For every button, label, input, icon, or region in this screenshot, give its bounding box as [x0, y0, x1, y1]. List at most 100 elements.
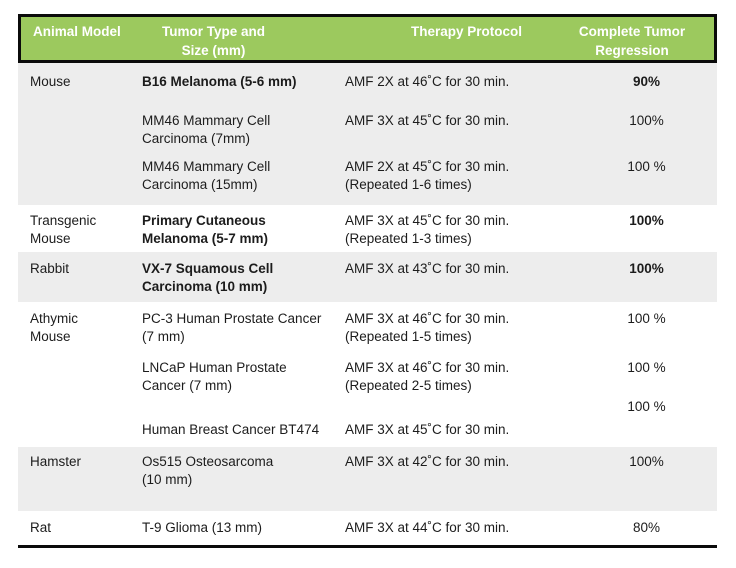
- animal-group-athymic-mouse: Athymic Mouse PC-3 Human Prostate Cancer (…: [18, 302, 717, 447]
- tumor-line: VX-7 Squamous Cell: [142, 261, 274, 276]
- regression-value: 100%: [629, 113, 664, 128]
- therapy-line: AMF 2X at 46˚C for 30 min.: [345, 74, 510, 89]
- regression-cell: 100 %: [576, 399, 717, 439]
- animal-label-line: Mouse: [30, 329, 71, 344]
- regression-value: 100 %: [627, 159, 666, 174]
- therapy-line: (Repeated 1-3 times): [345, 231, 472, 246]
- header-line: Complete Tumor: [578, 24, 686, 39]
- tumor-line: Os515 Osteosarcoma: [142, 454, 274, 469]
- therapy-line: AMF 3X at 46˚C for 30 min.: [345, 311, 510, 326]
- header-line: Size (mm): [181, 43, 246, 58]
- regression-value: 100 %: [627, 311, 666, 326]
- therapy-cell: AMF 3X at 46˚C for 30 min. (Repeated 1-5 …: [343, 310, 576, 346]
- animal-group-rabbit: Rabbit VX-7 Squamous Cell Carcinoma (10 m…: [18, 252, 717, 302]
- animal-group-hamster: Hamster Os515 Osteosarcoma (10 mm) AMF 3X…: [18, 447, 717, 511]
- therapy-cell: AMF 3X at 46˚C for 30 min. (Repeated 2-5 …: [343, 359, 576, 395]
- table-row: Hamster Os515 Osteosarcoma (10 mm) AMF 3X…: [18, 447, 717, 511]
- tumor-line: (7 mm): [142, 329, 185, 344]
- table-row: MM46 Mammary Cell Carcinoma (7mm) AMF 3X …: [18, 91, 717, 148]
- therapy-line: AMF 3X at 45˚C for 30 min.: [345, 213, 510, 228]
- tumor-cell: Os515 Osteosarcoma (10 mm): [140, 453, 343, 489]
- regression-cell: 100%: [576, 212, 717, 230]
- table-row: MM46 Mammary Cell Carcinoma (15mm) AMF 2X…: [18, 148, 717, 205]
- header-line: Regression: [595, 43, 669, 58]
- animal-group-transgenic-mouse: Transgenic Mouse Primary Cutaneous Melanom…: [18, 205, 717, 252]
- tumor-cell: PC-3 Human Prostate Cancer (7 mm): [140, 310, 343, 346]
- animal-group-rat: Rat T-9 Glioma (13 mm) AMF 3X at 44˚C fo…: [18, 511, 717, 545]
- tumor-line: MM46 Mammary Cell: [142, 113, 271, 128]
- regression-value: 90%: [632, 74, 661, 89]
- regression-value: 100%: [629, 454, 664, 469]
- tumor-line: Carcinoma (7mm): [142, 131, 251, 146]
- regression-cell: 100 %: [576, 158, 717, 176]
- animal-cell: Athymic Mouse: [18, 310, 140, 346]
- therapy-line: AMF 3X at 43˚C for 30 min.: [345, 261, 510, 276]
- tumor-regression-table: Animal Model Tumor Type and Size (mm) Thera…: [18, 14, 717, 548]
- tumor-line: Human Breast Cancer BT474: [142, 422, 320, 437]
- tumor-cell: B16 Melanoma (5-6 mm): [140, 73, 343, 91]
- tumor-line: MM46 Mammary Cell: [142, 159, 271, 174]
- table-row: Athymic Mouse PC-3 Human Prostate Cancer (…: [18, 302, 717, 346]
- table-row: Rat T-9 Glioma (13 mm) AMF 3X at 44˚C fo…: [18, 511, 717, 545]
- tumor-cell: LNCaP Human Prostate Cancer (7 mm): [140, 359, 343, 395]
- table-row: Transgenic Mouse Primary Cutaneous Melanom…: [18, 205, 717, 252]
- animal-label-line: Mouse: [30, 74, 71, 89]
- header-line: Therapy Protocol: [410, 24, 523, 39]
- regression-cell: 100 %: [576, 310, 717, 328]
- animal-label-line: Hamster: [30, 454, 82, 469]
- table-body: Mouse B16 Melanoma (5-6 mm) AMF 2X at 46…: [18, 63, 717, 548]
- therapy-cell: AMF 3X at 45˚C for 30 min.: [343, 421, 576, 439]
- therapy-line: (Repeated 1-6 times): [345, 177, 472, 192]
- therapy-cell: AMF 3X at 42˚C for 30 min.: [343, 453, 576, 471]
- therapy-cell: AMF 3X at 43˚C for 30 min.: [343, 260, 576, 278]
- header-cell-complete-tumor-regression: Complete Tumor Regression: [576, 22, 714, 60]
- tumor-line: Carcinoma (10 mm): [142, 279, 268, 294]
- therapy-cell: AMF 3X at 45˚C for 30 min.: [343, 112, 576, 130]
- therapy-line: (Repeated 1-5 times): [345, 329, 472, 344]
- tumor-line: T-9 Glioma (13 mm): [142, 520, 263, 535]
- header-cell-animal-model: Animal Model: [21, 22, 140, 60]
- tumor-cell: Human Breast Cancer BT474: [140, 421, 343, 439]
- header-line: Tumor Type and: [161, 24, 265, 39]
- regression-cell: 100 %: [576, 359, 717, 377]
- tumor-line: Cancer (7 mm): [142, 378, 233, 393]
- regression-cell: 100%: [576, 112, 717, 130]
- animal-cell: Transgenic Mouse: [18, 212, 140, 248]
- table-row: Rabbit VX-7 Squamous Cell Carcinoma (10 m…: [18, 252, 717, 302]
- animal-cell: Mouse: [18, 73, 140, 91]
- tumor-line: B16 Melanoma (5-6 mm): [142, 74, 297, 89]
- animal-cell: Hamster: [18, 453, 140, 471]
- therapy-cell: AMF 3X at 44˚C for 30 min.: [343, 519, 576, 537]
- tumor-line: PC-3 Human Prostate Cancer: [142, 311, 322, 326]
- table-row: Human Breast Cancer BT474 AMF 3X at 45˚C…: [18, 395, 717, 447]
- therapy-line: AMF 3X at 44˚C for 30 min.: [345, 520, 510, 535]
- tumor-line: Primary Cutaneous: [142, 213, 266, 228]
- tumor-line: Carcinoma (15mm): [142, 177, 258, 192]
- regression-value: 80%: [632, 520, 661, 535]
- animal-label-line: Mouse: [30, 231, 71, 246]
- therapy-line: AMF 3X at 46˚C for 30 min.: [345, 360, 510, 375]
- tumor-cell: VX-7 Squamous Cell Carcinoma (10 mm): [140, 260, 343, 296]
- regression-value: 100%: [629, 261, 664, 276]
- animal-cell: Rabbit: [18, 260, 140, 278]
- table-row: Mouse B16 Melanoma (5-6 mm) AMF 2X at 46…: [18, 63, 717, 91]
- regression-value: 100 %: [627, 399, 666, 414]
- tumor-line: LNCaP Human Prostate: [142, 360, 287, 375]
- therapy-line: (Repeated 2-5 times): [345, 378, 472, 393]
- table-row: LNCaP Human Prostate Cancer (7 mm) AMF 3X…: [18, 346, 717, 395]
- regression-cell: 80%: [576, 519, 717, 537]
- therapy-line: AMF 2X at 45˚C for 30 min.: [345, 159, 510, 174]
- header-line: Animal Model: [33, 24, 121, 39]
- therapy-line: AMF 3X at 45˚C for 30 min.: [345, 113, 510, 128]
- animal-label-line: Athymic: [30, 311, 79, 326]
- animal-cell: Rat: [18, 519, 140, 537]
- regression-cell: 100%: [576, 260, 717, 278]
- tumor-line: (10 mm): [142, 472, 193, 487]
- therapy-cell: AMF 2X at 45˚C for 30 min. (Repeated 1-6 …: [343, 158, 576, 194]
- table-header-row: Animal Model Tumor Type and Size (mm) Thera…: [18, 14, 717, 63]
- regression-cell: 90%: [576, 73, 717, 91]
- therapy-cell: AMF 3X at 45˚C for 30 min. (Repeated 1-3 …: [343, 212, 576, 248]
- header-cell-tumor-type-size: Tumor Type and Size (mm): [140, 22, 343, 60]
- tumor-cell: T-9 Glioma (13 mm): [140, 519, 343, 537]
